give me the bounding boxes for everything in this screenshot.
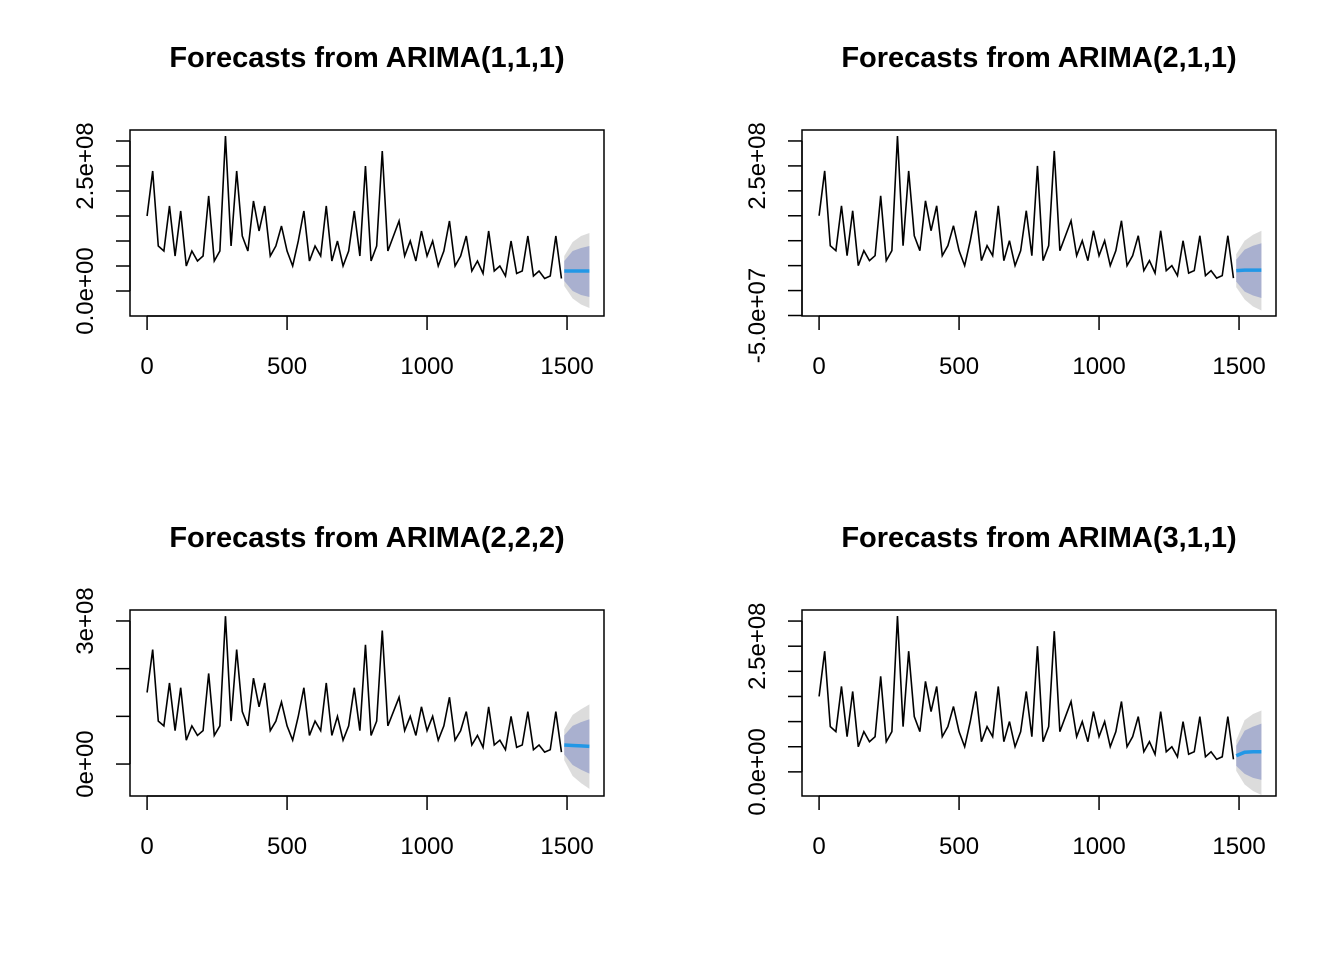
plot-box xyxy=(801,129,1277,317)
x-tick-label: 1000 xyxy=(400,353,453,380)
x-tick-label: 1500 xyxy=(540,833,593,860)
series-line xyxy=(146,616,563,754)
x-tick-label: 500 xyxy=(267,833,307,860)
x-tick-label: 500 xyxy=(939,833,979,860)
y-tick-label: 2.5e+08 xyxy=(72,122,99,209)
x-tick-label: 0 xyxy=(140,833,153,860)
forecast-mean xyxy=(564,743,590,749)
chart-title: Forecasts from ARIMA(1,1,1) xyxy=(169,42,564,74)
series-line xyxy=(818,615,1235,761)
series-line xyxy=(818,135,1235,280)
x-tick-label: 0 xyxy=(140,353,153,380)
plot-box xyxy=(801,609,1277,797)
y-tick-label: -5.0e+07 xyxy=(744,268,771,363)
x-tick-label: 1500 xyxy=(1212,833,1265,860)
plot-box xyxy=(129,129,605,317)
forecast-mean xyxy=(1235,750,1262,758)
forecast-mean xyxy=(1236,268,1262,273)
chart-title: Forecasts from ARIMA(2,1,1) xyxy=(841,42,1236,74)
y-tick-label: 0.0e+00 xyxy=(744,728,771,815)
chart-title: Forecasts from ARIMA(2,2,2) xyxy=(169,522,564,554)
y-tick-label: 3e+08 xyxy=(72,587,99,654)
x-tick-label: 1500 xyxy=(1212,353,1265,380)
x-tick-label: 1000 xyxy=(1072,353,1125,380)
series-line xyxy=(146,135,563,280)
x-tick-label: 500 xyxy=(267,353,307,380)
x-tick-label: 1500 xyxy=(540,353,593,380)
y-tick-label: 2.5e+08 xyxy=(744,122,771,209)
y-tick-label: 0e+00 xyxy=(72,730,99,797)
y-tick-label: 0.0e+00 xyxy=(72,247,99,334)
plot-box xyxy=(129,609,605,797)
y-tick-label: 2.5e+08 xyxy=(744,602,771,689)
chart-title: Forecasts from ARIMA(3,1,1) xyxy=(841,522,1236,554)
x-tick-label: 1000 xyxy=(400,833,453,860)
x-tick-label: 500 xyxy=(939,353,979,380)
x-tick-label: 1000 xyxy=(1072,833,1125,860)
x-tick-label: 0 xyxy=(812,353,825,380)
x-tick-label: 0 xyxy=(812,833,825,860)
